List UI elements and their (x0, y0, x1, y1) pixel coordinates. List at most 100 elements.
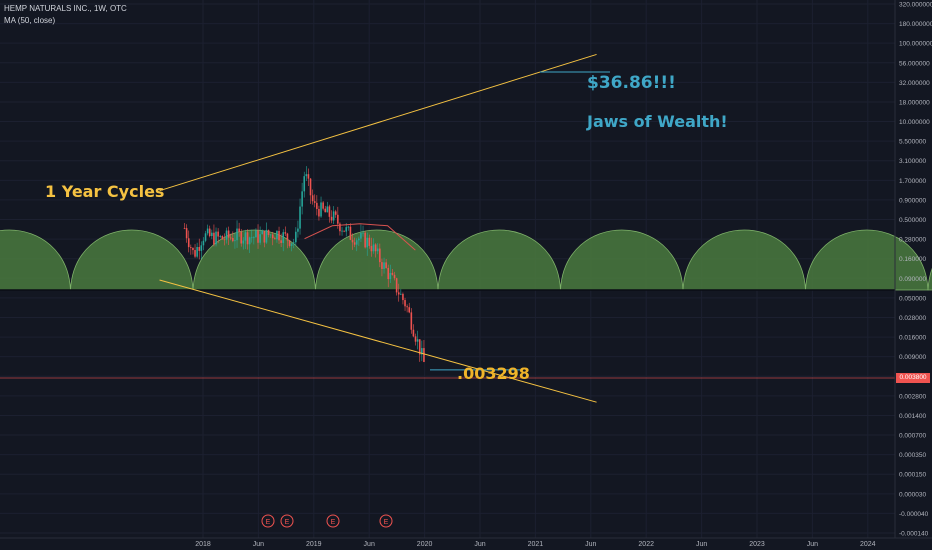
candle-body (328, 206, 331, 217)
candle-body (360, 232, 362, 239)
candle-body (280, 240, 282, 243)
cycle-arc (682, 229, 806, 291)
event-marker[interactable]: E (326, 514, 340, 528)
x-tick-label: 2024 (860, 541, 876, 548)
event-marker-label: E (285, 519, 290, 526)
x-axis: 2018 Jun 2019 Jun 2020 Jun 2021 Jun 2022 Jun 2023 J… (0, 537, 932, 548)
event-marker[interactable]: E (280, 514, 294, 528)
candle-body (370, 245, 373, 252)
candle-body (286, 233, 289, 241)
y-tick-label: 0.900000 (899, 197, 926, 204)
candle-body (362, 232, 364, 234)
candle-body (295, 231, 297, 243)
candle-body (301, 191, 303, 207)
candle-body (187, 238, 190, 248)
cycle-arc (0, 229, 71, 291)
candle-body (381, 262, 383, 269)
candle-body (190, 247, 192, 248)
trendline-lower (159, 279, 597, 403)
candle-body (330, 216, 333, 221)
candle-body (290, 243, 293, 246)
y-tick-label: 0.000700 (899, 433, 926, 440)
candle-body (242, 240, 245, 244)
candle-body (334, 211, 337, 215)
cycle-arc (927, 268, 932, 291)
y-tick-label: 0.016000 (899, 335, 926, 342)
candle-body (208, 228, 211, 237)
cycle-arc (192, 229, 316, 291)
candle-body (353, 242, 356, 245)
candle-body (299, 206, 301, 229)
x-tick-label: Jun (807, 541, 818, 548)
candle-body (229, 237, 232, 239)
candle-body (236, 228, 238, 241)
event-marker-label: E (331, 519, 336, 526)
cycle-arc (560, 229, 684, 291)
candle-body (423, 348, 425, 362)
overlay-lines (0, 53, 895, 403)
candle-body (225, 230, 228, 240)
y-tick-label: 0.000350 (899, 452, 926, 459)
candle-body (221, 236, 224, 240)
candle-body (324, 208, 327, 213)
candle-body (234, 240, 236, 242)
candle-body (276, 230, 278, 240)
candle-body (400, 293, 402, 295)
x-tick-label: 2020 (417, 541, 433, 548)
candle-body (202, 240, 205, 246)
y-tick-label: 1.700000 (899, 178, 926, 185)
candle-body (269, 234, 272, 236)
event-marker[interactable]: E (261, 514, 275, 528)
candle-body (374, 244, 377, 252)
x-tick-label: 2023 (749, 541, 765, 548)
candle-body (227, 230, 230, 238)
candle-body (385, 262, 387, 268)
candle-body (351, 239, 354, 243)
candle-body (248, 237, 251, 245)
y-tick-label: 32.000000 (899, 80, 930, 87)
candle-body (313, 201, 316, 203)
candle-body (305, 174, 308, 177)
candle-body (316, 202, 318, 209)
candle-body (355, 240, 358, 245)
candle-body (240, 231, 243, 244)
cycle-arc (805, 229, 929, 291)
candle-body (402, 293, 404, 301)
x-tick-label: Jun (585, 541, 596, 548)
candle-body (185, 228, 188, 239)
y-tick-label: 0.280000 (899, 237, 926, 244)
cycle-arc (70, 229, 194, 291)
candle-body (366, 237, 369, 248)
candle-body (421, 348, 423, 355)
candle-body (397, 292, 400, 295)
candle-body (271, 234, 274, 239)
candle-body (196, 247, 198, 257)
candle-body (404, 300, 406, 307)
y-tick-label: 0.000030 (899, 491, 926, 498)
candle-body (410, 312, 413, 330)
candle-body (379, 248, 381, 263)
candle-body (211, 232, 213, 237)
candle-body (311, 195, 314, 202)
candle-body (267, 229, 270, 235)
symbol-title[interactable]: HEMP NATURALS INC., 1W, OTC (4, 4, 127, 13)
candle-body (309, 178, 312, 196)
candle-body (389, 272, 392, 280)
candle-body (274, 238, 276, 240)
candle-body (339, 223, 341, 232)
event-marker-circle (280, 514, 294, 528)
candle-body (393, 274, 396, 279)
event-marker[interactable]: E (379, 514, 393, 528)
cycle-arcs (0, 229, 932, 291)
indicator-legend[interactable]: MA (50, close) (4, 16, 56, 25)
candle-body (406, 306, 408, 308)
candle-body (200, 245, 203, 251)
candle-body (358, 238, 360, 241)
candle-body (282, 232, 285, 243)
grid (0, 0, 895, 538)
candle-body (192, 247, 194, 251)
candle-body (259, 234, 261, 243)
jaws-annotation: Jaws of Wealth! (587, 112, 728, 131)
